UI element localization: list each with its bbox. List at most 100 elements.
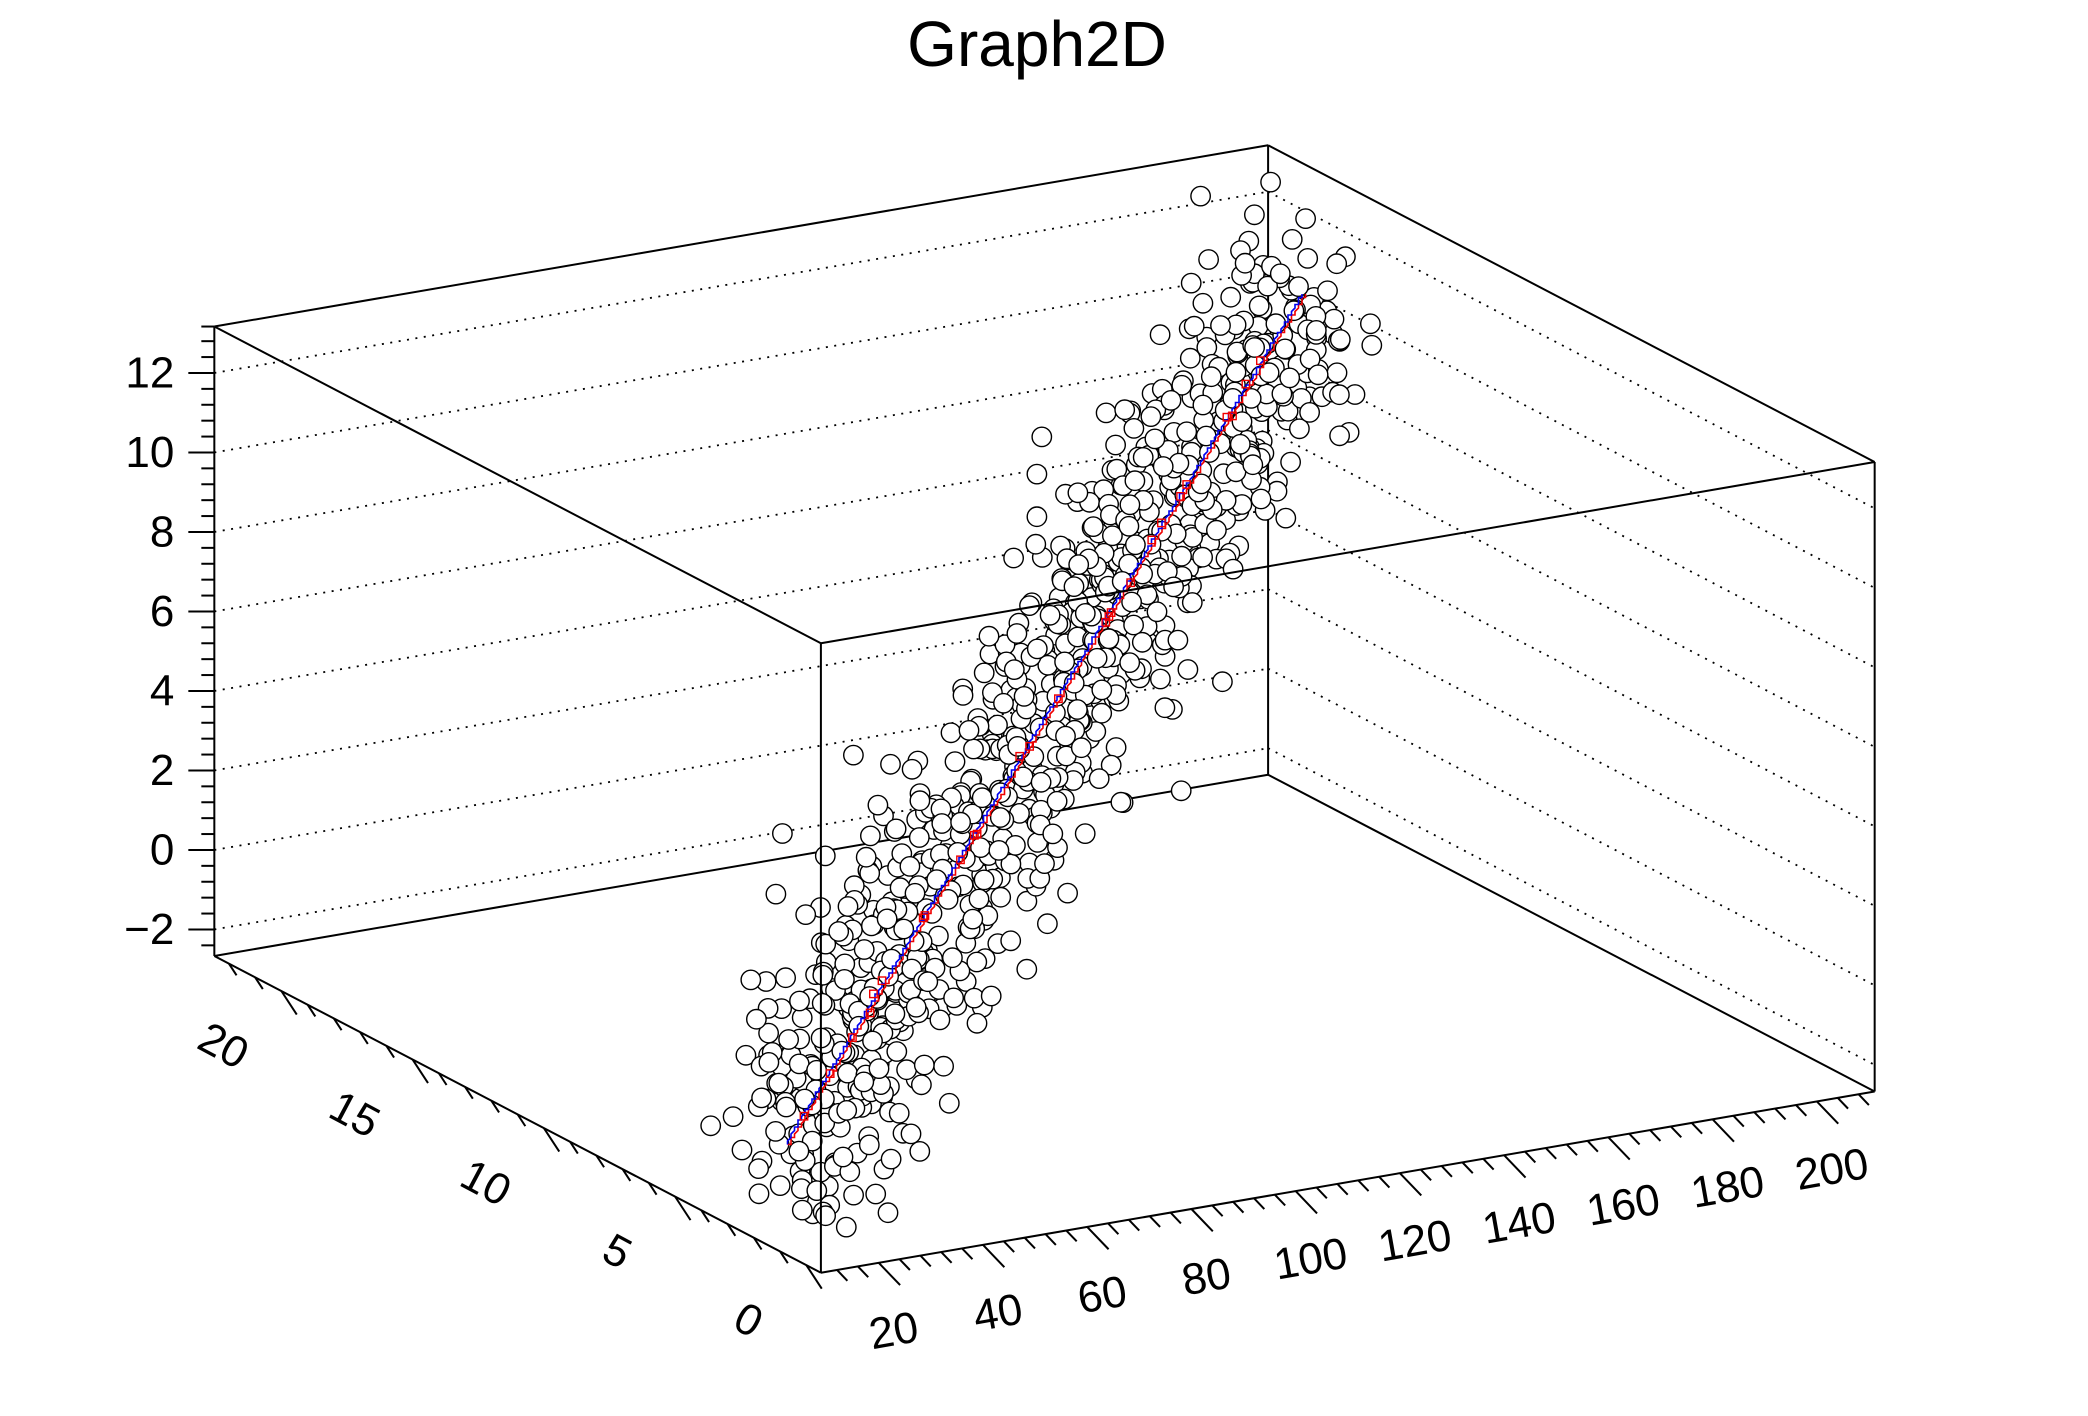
fit-point-square: [1222, 412, 1232, 422]
data-point-marker: [806, 1059, 827, 1081]
data-point-marker: [950, 811, 971, 833]
data-point-marker: [1046, 790, 1068, 812]
data-point-marker: [700, 1115, 722, 1137]
data-point-marker: [978, 625, 1000, 647]
data-point-marker: [1034, 853, 1055, 874]
data-point-marker: [1119, 652, 1141, 673]
data-point-marker: [832, 1146, 854, 1168]
data-point-marker: [862, 1030, 883, 1052]
data-point-marker: [1160, 389, 1182, 411]
data-point-marker: [1091, 702, 1113, 724]
fit-point-square: [1228, 411, 1237, 421]
data-point-marker: [905, 996, 927, 1018]
fit-point-square: [918, 913, 928, 923]
data-point-marker: [1258, 362, 1280, 384]
data-point-marker: [860, 825, 881, 847]
data-point-marker: [1016, 890, 1038, 912]
data-point-marker: [815, 1205, 836, 1227]
data-point-marker: [1150, 668, 1171, 690]
data-point-marker: [940, 722, 962, 744]
data-point-marker: [828, 921, 850, 942]
data-point-marker: [814, 845, 836, 867]
data-point-marker: [971, 787, 993, 809]
data-point-marker: [1176, 421, 1198, 443]
data-point-marker: [1289, 418, 1310, 440]
data-point-marker: [751, 1087, 772, 1109]
data-point-marker: [1055, 725, 1076, 747]
data-point-marker: [1231, 411, 1253, 432]
fit-point-square: [869, 989, 878, 999]
data-point-marker: [917, 971, 939, 993]
data-point-marker: [746, 1008, 767, 1030]
axis-tick-label: 15: [322, 1081, 388, 1147]
data-point-marker: [1274, 338, 1296, 360]
data-point-marker: [988, 840, 1010, 861]
axis-tick-label: 20: [190, 1013, 256, 1079]
data-point-marker: [1074, 823, 1096, 844]
data-point-marker: [735, 1044, 757, 1066]
data-point-marker: [788, 1053, 810, 1075]
data-point-marker: [1144, 428, 1166, 450]
data-point-marker: [1007, 736, 1029, 757]
data-point-marker: [812, 964, 834, 986]
data-point-marker: [884, 1003, 906, 1025]
data-point-marker: [853, 939, 875, 960]
data-point-marker: [1063, 576, 1085, 597]
fit-point-square: [825, 1069, 835, 1079]
data-point-marker: [1105, 434, 1127, 456]
data-point-marker: [843, 744, 864, 766]
fit-point-square: [1025, 742, 1035, 751]
fit-point-square: [1101, 617, 1111, 627]
data-point-marker: [1037, 913, 1058, 935]
data-point-marker: [1222, 558, 1244, 580]
data-point-marker: [876, 908, 898, 930]
fit-point-square: [1015, 751, 1025, 761]
data-point-marker: [938, 1092, 960, 1114]
data-point-marker: [722, 1106, 744, 1128]
axis-tick-label: 180: [1687, 1157, 1768, 1218]
axis-tick-label: 10: [453, 1150, 519, 1216]
x-axis: 20 40 60 80 100 120 140 160 180 200: [820, 1090, 1875, 1359]
data-point-marker: [1242, 454, 1264, 476]
data-point-marker: [1244, 204, 1265, 226]
data-point-marker: [1070, 737, 1092, 759]
axis-tick-label: 140: [1479, 1193, 1560, 1254]
data-point-marker: [769, 1175, 791, 1197]
data-point-marker: [1119, 494, 1141, 516]
data-point-marker: [740, 969, 762, 991]
data-point-marker: [933, 1055, 954, 1077]
fit-point-square: [1255, 356, 1265, 366]
data-point-marker: [973, 869, 995, 891]
data-point-marker: [899, 856, 921, 877]
data-point-marker: [1183, 315, 1205, 337]
back-frame-and-grid: [213, 144, 1876, 1093]
data-point-marker: [963, 987, 985, 1009]
data-point-marker: [834, 969, 855, 990]
data-point-marker: [1297, 247, 1319, 269]
axis-tick-label: 60: [1074, 1267, 1131, 1324]
axis-tick-label: 0: [150, 825, 174, 874]
data-point-marker: [1269, 263, 1291, 285]
data-point-marker: [1257, 275, 1279, 297]
data-point-marker: [795, 904, 817, 925]
data-point-marker: [962, 908, 984, 930]
data-point-marker: [1039, 604, 1061, 626]
data-point-marker: [1212, 671, 1233, 693]
axis-tick-label: 8: [150, 507, 174, 556]
data-point-marker: [1068, 554, 1090, 575]
data-point-marker: [1016, 958, 1038, 980]
data-point-marker: [1210, 315, 1231, 336]
data-point-marker: [1299, 401, 1321, 423]
data-point-marker: [1170, 780, 1192, 802]
data-point-marker: [880, 1148, 902, 1170]
fit-point-square: [1053, 694, 1063, 704]
data-point-marker: [973, 662, 995, 684]
axis-tick-label: 200: [1791, 1139, 1872, 1200]
data-point-marker: [963, 738, 984, 760]
data-point-marker: [1229, 433, 1251, 455]
data-point-marker: [958, 720, 980, 741]
data-point-marker: [1288, 276, 1309, 297]
axis-tick-label: 20: [865, 1302, 922, 1359]
data-point-marker: [1030, 771, 1052, 793]
